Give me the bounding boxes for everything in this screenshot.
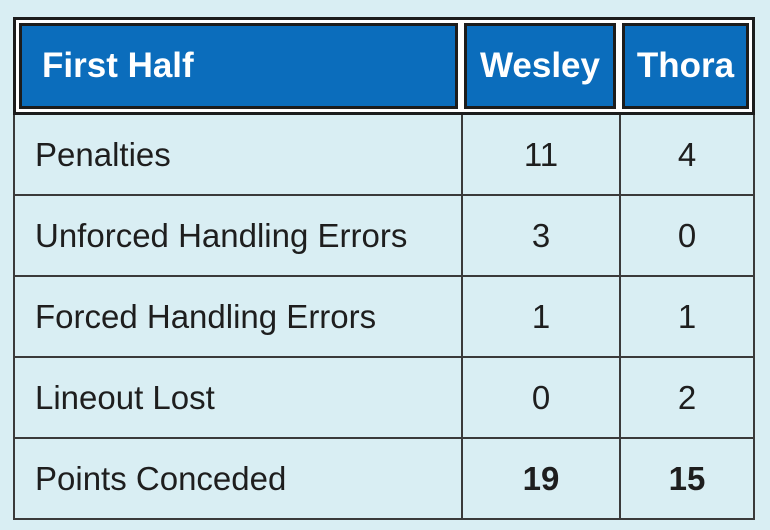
header-cell-team-b: Thora (619, 17, 755, 115)
header-cell-team-a: Wesley (461, 17, 619, 115)
row-value-team-a: 19 (461, 439, 619, 520)
header-team-a: Wesley (464, 23, 616, 109)
header-team-b: Thora (622, 23, 749, 109)
row-value-team-a: 0 (461, 358, 619, 439)
table-row-total: Points Conceded 19 15 (13, 439, 755, 520)
row-value-team-a: 3 (461, 196, 619, 277)
row-label: Penalties (13, 115, 461, 196)
header-cell-title: First Half (13, 17, 461, 115)
row-label: Points Conceded (13, 439, 461, 520)
row-label: Unforced Handling Errors (13, 196, 461, 277)
row-value-team-a: 1 (461, 277, 619, 358)
table-row: Penalties 11 4 (13, 115, 755, 196)
table-row: Unforced Handling Errors 3 0 (13, 196, 755, 277)
row-value-team-b: 2 (619, 358, 755, 439)
table-row: Forced Handling Errors 1 1 (13, 277, 755, 358)
row-label: Forced Handling Errors (13, 277, 461, 358)
row-value-team-b: 0 (619, 196, 755, 277)
header-row: First Half Wesley Thora (13, 17, 755, 115)
row-value-team-b: 1 (619, 277, 755, 358)
table-row: Lineout Lost 0 2 (13, 358, 755, 439)
stats-table: First Half Wesley Thora Penalties 11 4 U… (13, 17, 755, 520)
row-value-team-b: 4 (619, 115, 755, 196)
row-value-team-b: 15 (619, 439, 755, 520)
row-value-team-a: 11 (461, 115, 619, 196)
header-title: First Half (19, 23, 458, 109)
row-label: Lineout Lost (13, 358, 461, 439)
